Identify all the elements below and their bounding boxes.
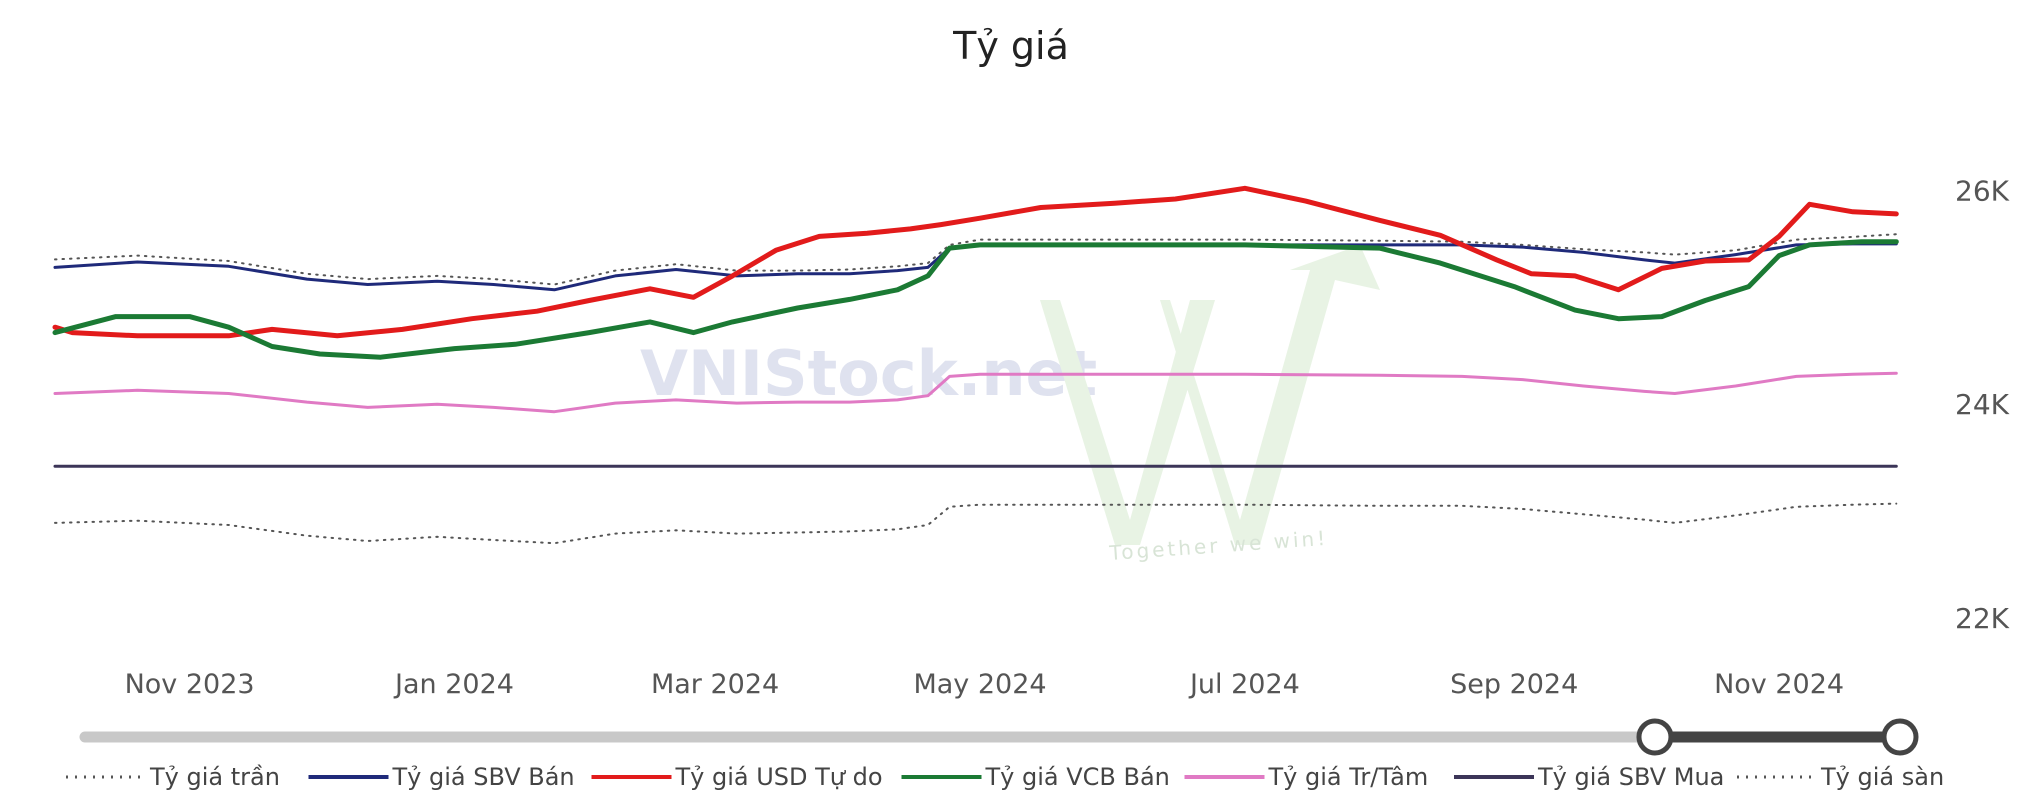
watermark-logo-shape: [1040, 300, 1215, 545]
legend: Tỷ giá trần Tỷ giá SBV Bán Tỷ giá USD Tự d…: [66, 763, 1944, 791]
series-line-2: [53, 242, 1898, 292]
x-tick-label: Nov 2023: [125, 669, 255, 700]
x-tick-label: Jan 2024: [393, 669, 514, 700]
series-line-5: [53, 371, 1898, 414]
x-tick-label: Mar 2024: [651, 669, 779, 700]
series-layer: [52, 185, 1899, 545]
x-axis: Nov 2023 Jan 2024 Mar 2024 May 2024 Jul 2024…: [125, 669, 1844, 700]
x-tick-label: May 2024: [913, 669, 1046, 700]
series-line-3: [52, 185, 1899, 339]
slider-handle-start[interactable]: [1636, 718, 1674, 756]
legend-label-5: Tỷ giá Tr/Tâm: [1268, 763, 1429, 791]
y-tick-label: 22K: [1955, 602, 2010, 635]
watermark-logo-arrow: [1160, 245, 1380, 545]
x-tick-label: Sep 2024: [1450, 669, 1578, 700]
slider-handle-end[interactable]: [1881, 718, 1919, 756]
series-line-1: [54, 233, 1898, 286]
legend-label-3: Tỷ giá USD Tự do: [675, 763, 883, 791]
series-line-4: [52, 239, 1899, 360]
legend-label-4: Tỷ giá VCB Bán: [985, 763, 1170, 791]
y-tick-label: 26K: [1955, 174, 2010, 207]
range-slider[interactable]: [79, 718, 1919, 756]
series-line-7: [54, 502, 1898, 545]
x-tick-label: Jul 2024: [1188, 669, 1300, 700]
y-tick-label: 24K: [1955, 388, 2010, 421]
chart-title: Tỷ giá: [953, 24, 1069, 68]
legend-label-6: Tỷ giá SBV Mua: [1537, 763, 1724, 791]
legend-label-7: Tỷ giá sàn: [1820, 763, 1944, 791]
legend-label-2: Tỷ giá SBV Bán: [392, 763, 575, 791]
legend-label-1: Tỷ giá trần: [149, 763, 280, 791]
x-tick-label: Nov 2024: [1714, 669, 1844, 700]
y-axis: 22K 24K 26K: [1955, 174, 2010, 635]
